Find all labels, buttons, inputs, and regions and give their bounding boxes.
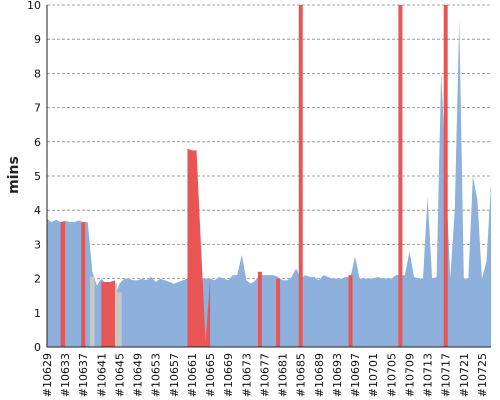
x-tick-10693: #10693: [331, 353, 344, 397]
x-tick-10645: #10645: [113, 353, 126, 397]
x-tick-10709: #10709: [403, 353, 416, 397]
y-tick-1: 1: [34, 307, 41, 320]
failed-build-10676: [257, 271, 262, 347]
failed-build-bars: [60, 5, 448, 347]
x-tick-10725: #10725: [476, 353, 489, 397]
y-tick-4: 4: [34, 204, 41, 217]
x-tick-10681: #10681: [277, 353, 290, 397]
axes: [46, 5, 491, 348]
x-tick-labels: #10629 #10633 #10637 #10641 #10645 #10649 #106…: [41, 353, 489, 397]
x-tick-10721: #10721: [458, 353, 471, 397]
gray-bar-10645: [117, 292, 122, 347]
x-tick-10653: #10653: [150, 353, 163, 397]
x-tick-10677: #10677: [258, 353, 271, 397]
y-tick-3: 3: [34, 238, 41, 251]
x-tick-10629: #10629: [41, 353, 54, 397]
x-tick-10669: #10669: [222, 353, 235, 397]
y-tick-0: 0: [34, 341, 41, 354]
x-tick-10697: #10697: [349, 353, 362, 397]
y-tick-6: 6: [34, 136, 41, 149]
x-tick-10633: #10633: [59, 353, 72, 397]
failed-build-10707: [398, 5, 403, 347]
x-tick-10701: #10701: [367, 353, 380, 397]
failed-build-10680: [276, 278, 281, 347]
failed-builds-10632-10633: [60, 222, 66, 347]
failed-build-10685: [298, 5, 303, 347]
x-tick-10689: #10689: [313, 353, 326, 397]
x-tick-10661: #10661: [186, 353, 199, 397]
x-tick-10665: #10665: [204, 353, 217, 397]
y-tick-5: 5: [34, 170, 41, 183]
x-tick-10717: #10717: [440, 353, 453, 397]
x-tick-10713: #10713: [422, 353, 435, 397]
failed-build-10696: [348, 275, 353, 347]
y-tick-labels: 0 1 2 3 4 5 6 7 8 9 10: [27, 0, 41, 354]
failed-builds-10660-10665: [187, 148, 211, 347]
y-tick-10: 10: [27, 0, 41, 12]
y-tick-2: 2: [34, 273, 41, 286]
x-tick-10705: #10705: [385, 353, 398, 397]
y-tick-7: 7: [34, 102, 41, 115]
failed-build-10717: [443, 5, 448, 347]
x-tick-10657: #10657: [168, 353, 181, 397]
gray-bar-10639: [90, 276, 95, 347]
x-tick-10637: #10637: [77, 353, 90, 397]
x-tick-10673: #10673: [240, 353, 253, 397]
y-tick-9: 9: [34, 33, 41, 46]
x-tick-10641: #10641: [95, 353, 108, 397]
y-axis-label: mins: [6, 156, 22, 194]
failed-build-10637: [81, 222, 86, 347]
y-tick-8: 8: [34, 67, 41, 80]
x-tick-10685: #10685: [295, 353, 308, 397]
failed-builds-10641-10644: [101, 280, 115, 347]
x-tick-10649: #10649: [132, 353, 145, 397]
